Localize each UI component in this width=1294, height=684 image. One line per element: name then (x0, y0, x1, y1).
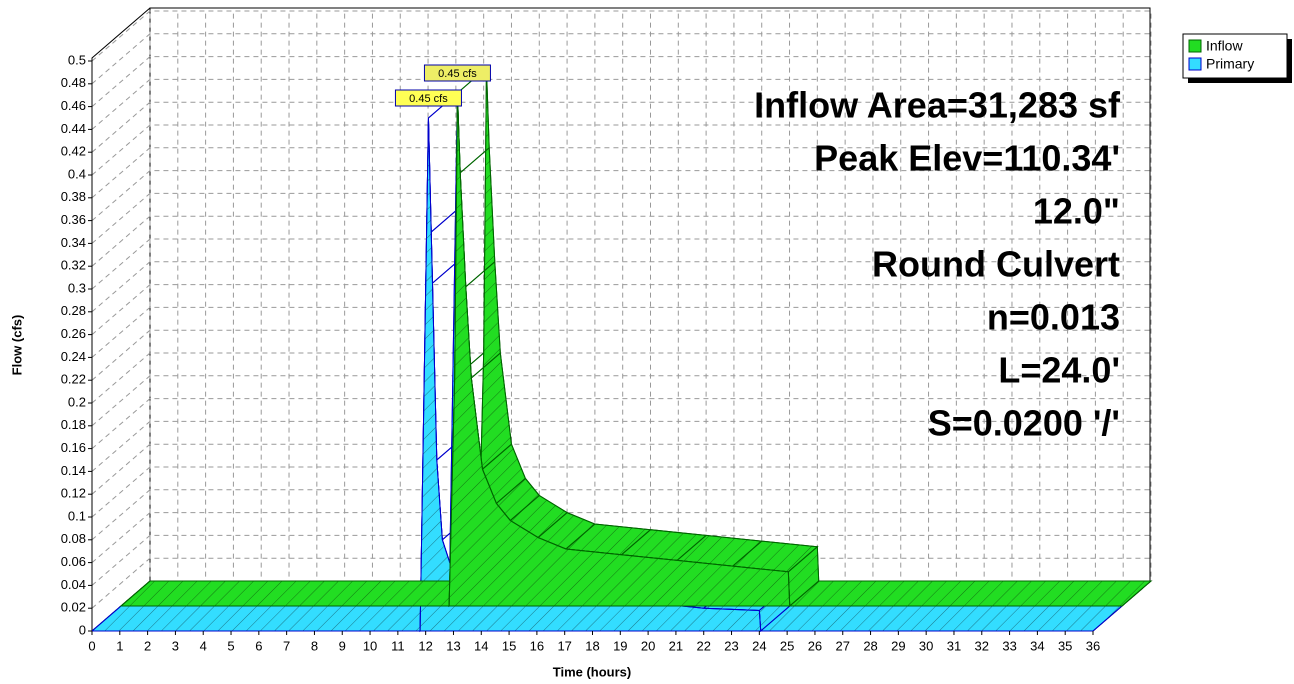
y-tick-label: 0.3 (68, 280, 86, 295)
x-tick-label: 2 (144, 638, 151, 653)
y-tick-label: 0.44 (61, 121, 86, 136)
grid-line (91, 10, 1151, 62)
x-tick-label: 16 (530, 638, 544, 653)
y-tick-label: 0.48 (61, 75, 86, 90)
x-tick-label: 6 (255, 638, 262, 653)
legend-label: Inflow (1206, 38, 1243, 54)
x-tick-label: 33 (1002, 638, 1016, 653)
value-label: 0.45 cfs (438, 68, 477, 80)
x-tick-label: 28 (863, 638, 877, 653)
annotation: L=24.0' (998, 350, 1120, 391)
x-tick-label: 8 (311, 638, 318, 653)
x-tick-label: 15 (502, 638, 516, 653)
y-tick-label: 0.2 (68, 394, 86, 409)
grid-line (91, 352, 1151, 404)
x-tick-label: 19 (613, 638, 627, 653)
y-axis-label: Flow (cfs) (9, 315, 24, 376)
y-tick-label: 0.04 (61, 577, 86, 592)
y-tick-label: 0.26 (61, 326, 86, 341)
y-tick-label: 0.12 (61, 486, 86, 501)
x-axis-label: Time (hours) (553, 664, 632, 679)
grid-line (91, 534, 1151, 586)
grid-line (91, 398, 1151, 449)
legend-label: Primary (1206, 56, 1254, 72)
x-tick-label: 10 (363, 638, 377, 653)
x-tick-label: 1 (116, 638, 123, 653)
y-tick-label: 0.4 (68, 166, 86, 181)
x-tick-label: 22 (696, 638, 710, 653)
y-tick-label: 0.14 (61, 463, 86, 478)
x-tick-label: 32 (975, 638, 989, 653)
y-tick-label: 0.24 (61, 349, 86, 364)
annotation: S=0.0200 '/' (928, 403, 1120, 444)
y-tick-label: 0.22 (61, 372, 86, 387)
x-tick-label: 30 (919, 638, 933, 653)
legend: Inflow Primary (1182, 33, 1292, 83)
y-tick-label: 0.02 (61, 600, 86, 615)
x-tick-label: 11 (391, 638, 405, 653)
annotation: Inflow Area=31,283 sf (754, 85, 1121, 126)
x-tick-label: 29 (891, 638, 905, 653)
y-tick-label: 0.32 (61, 258, 86, 273)
grid-line (91, 306, 1151, 358)
y-tick-label: 0.18 (61, 417, 86, 432)
legend-swatch (1188, 39, 1202, 53)
value-label-box (423, 64, 491, 82)
grid-line (91, 147, 1151, 199)
y-tick-label: 0.5 (68, 52, 86, 67)
y-tick-label: 0 (79, 622, 86, 637)
x-tick-label: 5 (227, 638, 234, 653)
x-tick-label: 7 (283, 638, 290, 653)
y-tick-label: 0.34 (61, 235, 86, 250)
x-tick-label: 13 (446, 638, 460, 653)
x-tick-label: 18 (585, 638, 599, 653)
x-tick-label: 21 (669, 638, 683, 653)
x-tick-label: 34 (1030, 638, 1044, 653)
x-tick-label: 9 (339, 638, 346, 653)
x-tick-label: 27 (836, 638, 850, 653)
x-tick-label: 20 (641, 638, 655, 653)
grid-line (91, 489, 1151, 541)
x-tick-label: 26 (808, 638, 822, 653)
y-tick-label: 0.06 (61, 554, 86, 569)
y-tick-label: 0.08 (61, 531, 86, 546)
annotation: 12.0" (1033, 191, 1120, 232)
x-tick-label: 3 (172, 638, 179, 653)
plot-area (90, 66, 1153, 633)
x-tick-label: 17 (557, 638, 571, 653)
x-tick-label: 12 (418, 638, 432, 653)
annotation: Peak Elev=110.34' (814, 138, 1120, 179)
x-tick-label: 14 (474, 638, 488, 653)
y-tick-label: 0.42 (61, 144, 86, 159)
grid-line (91, 192, 1151, 244)
left-wall (91, 7, 151, 631)
grid-line (91, 261, 1151, 313)
x-tick-label: 25 (780, 638, 794, 653)
x-tick-label: 0 (88, 638, 95, 653)
x-tick-label: 31 (947, 638, 961, 653)
y-tick-label: 0.16 (61, 440, 86, 455)
value-label-box (394, 89, 462, 107)
legend-swatch (1188, 57, 1202, 71)
annotation: Round Culvert (872, 244, 1120, 285)
x-tick-label: 23 (724, 638, 738, 653)
y-tick-label: 0.38 (61, 189, 86, 204)
y-tick-label: 0.46 (61, 98, 86, 113)
x-tick-label: 4 (200, 638, 207, 653)
x-tick-label: 24 (752, 638, 766, 653)
x-tick-label: 35 (1058, 638, 1072, 653)
grid-line (91, 56, 1151, 107)
annotation: n=0.013 (987, 297, 1120, 338)
value-label: 0.45 cfs (409, 93, 448, 105)
y-tick-label: 0.1 (68, 508, 86, 523)
y-tick-label: 0.36 (61, 212, 86, 227)
grid-line (91, 443, 1151, 495)
y-tick-label: 0.28 (61, 303, 86, 318)
grid-line (91, 101, 1151, 153)
x-tick-label: 36 (1086, 638, 1100, 653)
